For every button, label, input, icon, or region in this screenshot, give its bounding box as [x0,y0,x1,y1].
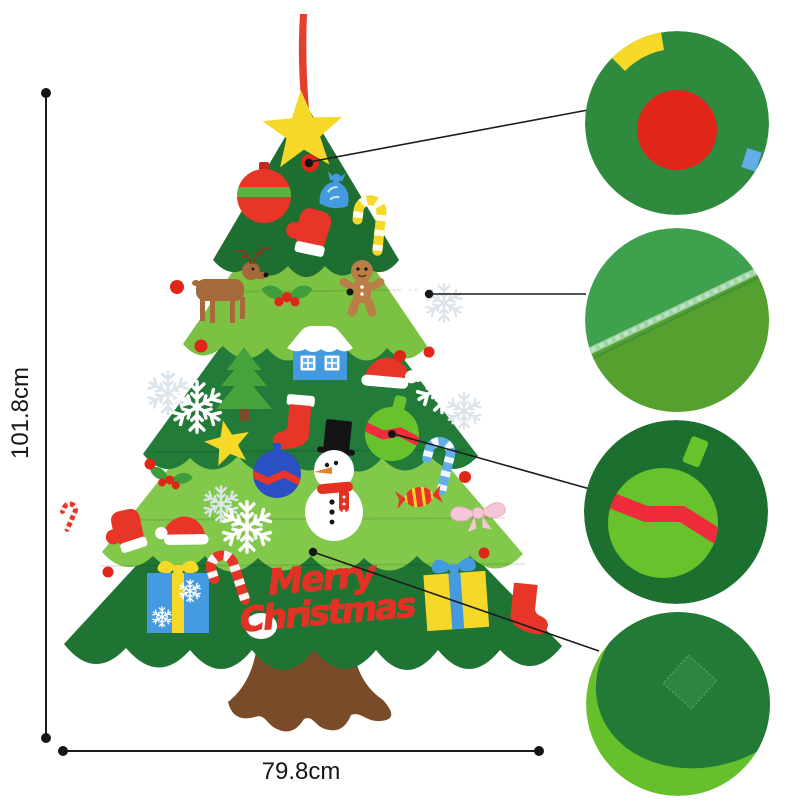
detail-circle-velcro-closeup [586,612,770,796]
width-dimension-right-dot [534,746,544,756]
width-dimension-left-dot [58,746,68,756]
snowman-ornament [305,419,363,541]
red-pompom [394,350,406,362]
red-candy-cane-ornament [57,502,78,529]
red-pompom [478,547,490,559]
mini-pine-tree-ornament [216,347,272,421]
hanging-ribbon [298,14,309,110]
blue-gift-box-ornament [147,560,209,633]
width-dimension-label: 79.8cm [262,758,341,785]
green-bauble-ornament [365,395,419,461]
pink-bow-ornament [450,502,506,533]
red-bauble-ornament [237,162,291,223]
red-pompom [459,471,471,483]
detail-circle-pompom-closeup [585,31,769,215]
callout-lines [304,109,600,652]
reindeer-ornament [192,247,271,323]
velcro-square-detail [662,654,718,710]
red-pompom [102,566,114,578]
bauble-detail [608,468,718,578]
white-felt-oval [245,613,277,639]
callout-line-4 [312,551,600,652]
grommet-hole [388,430,396,438]
red-pompom [170,280,184,294]
height-dimension-top-dot [41,88,51,98]
grommet-hole [346,288,354,296]
star-edge-detail [612,32,664,71]
tree-tier-1 [213,103,399,277]
callout-anchor-dot [304,158,314,168]
red-pompom [144,458,156,470]
height-dimension-bottom-dot [41,733,51,743]
snowflake-icon [446,393,481,428]
dimension-annotations: 101.8cm 79.8cm [7,88,544,785]
detail-circles [584,31,770,796]
felt-lower-layer-detail [585,262,769,412]
red-pompom [423,346,435,358]
height-dimension-label: 101.8cm [7,367,34,459]
callout-line-1 [308,109,589,163]
pompom-detail [637,90,717,170]
snowflake-icon [425,284,462,321]
blue-gift-sack-ornament [319,171,349,209]
blue-bauble-ornament [253,443,301,498]
blue-felt-edge-detail [741,148,762,172]
snowy-house-ornament [287,326,353,380]
red-pompom [194,339,208,353]
callout-line-3 [393,433,591,490]
detail-circle-felt-edge-closeup [585,228,769,412]
gingerbread-man-ornament [339,260,385,317]
detail-circle-green-bauble-closeup [584,420,768,604]
felt-christmas-tree: Merry Christmas [57,14,562,732]
wrapped-candy-ornament [394,484,444,510]
